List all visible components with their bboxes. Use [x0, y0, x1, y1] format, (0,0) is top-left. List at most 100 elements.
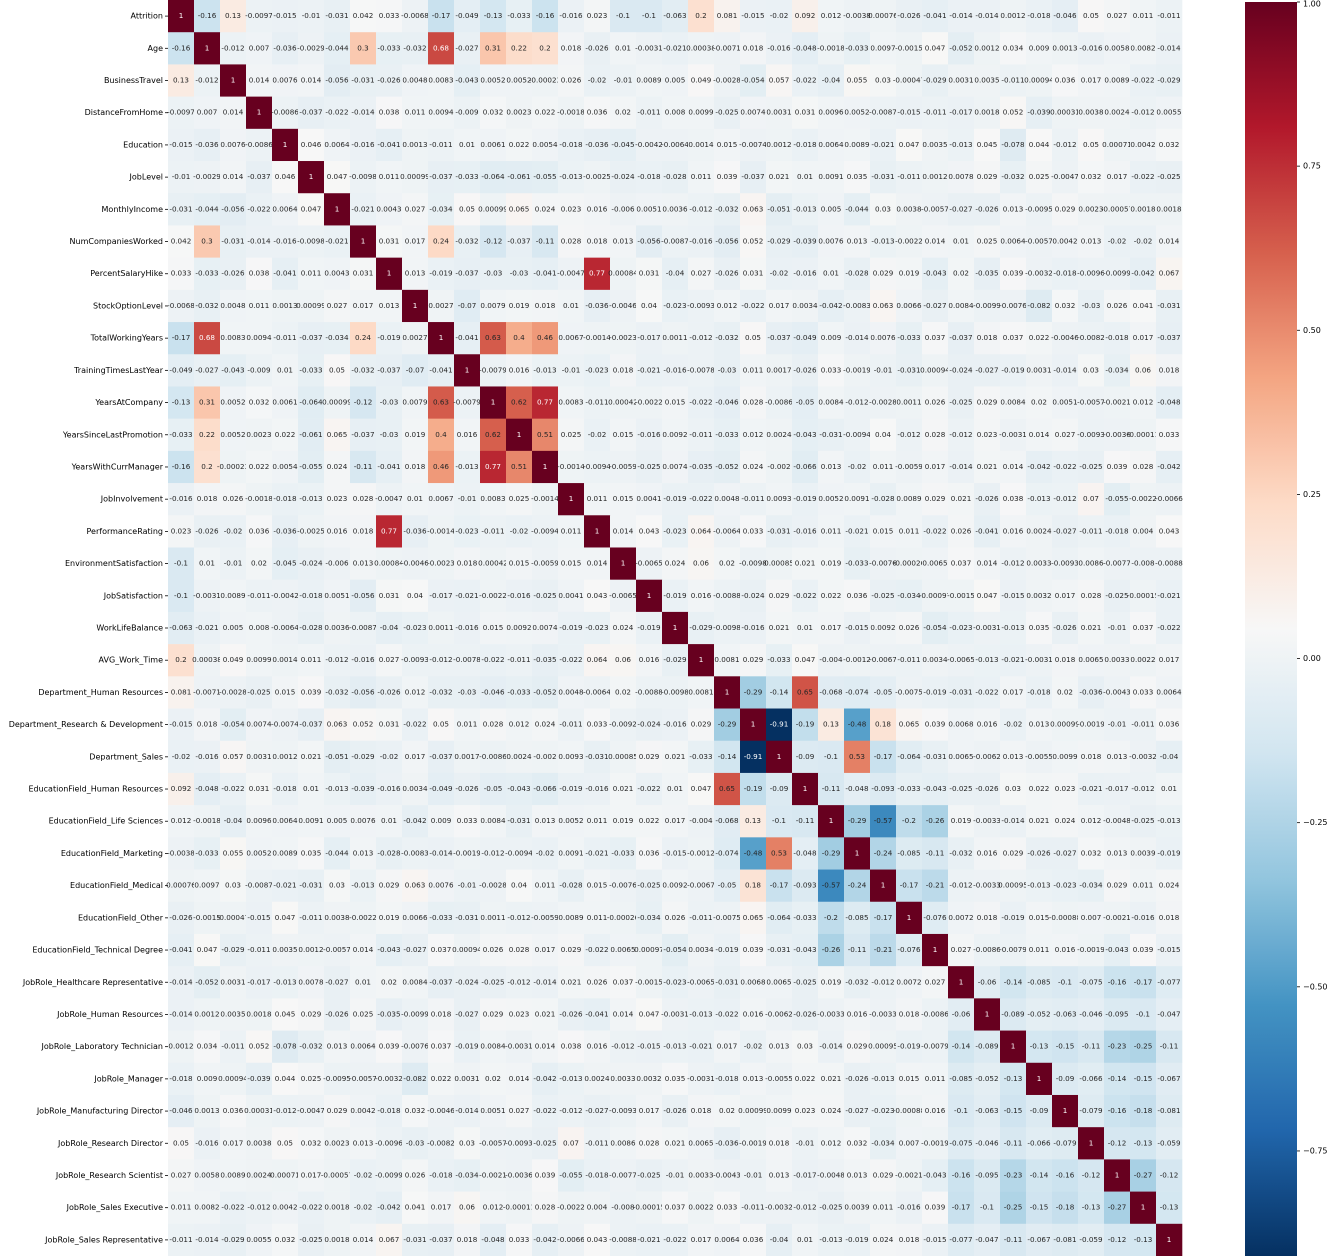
cell-value: -0.013	[1157, 816, 1180, 825]
cell-value: -0.0098	[297, 237, 325, 246]
cell-value: -0.021	[1001, 655, 1024, 664]
cell-value: -0.17	[770, 881, 789, 890]
heatmap-cell	[844, 225, 871, 258]
cell-value: -0.03	[484, 269, 503, 278]
heatmap-cell	[766, 32, 793, 65]
cell-value: -0.025	[715, 108, 738, 117]
cell-value: 0.032	[405, 1106, 426, 1115]
heatmap-cell	[922, 64, 949, 97]
cell-value: 0.0024	[1104, 108, 1130, 117]
cell-value: -0.048	[793, 43, 817, 52]
cell-value: 0.13	[823, 720, 839, 729]
heatmap-cell	[844, 161, 871, 194]
cell-value: -0.041	[429, 365, 452, 374]
cell-value: -0.019	[637, 623, 661, 632]
cell-value: -0.01	[744, 1170, 763, 1179]
cell-value: -0.0066	[1155, 494, 1183, 503]
heatmap-cell	[1078, 64, 1105, 97]
cell-value: 0.014	[353, 945, 374, 954]
cell-value: -0.014	[819, 1042, 843, 1051]
row-label: JobInvolvement	[100, 495, 163, 504]
heatmap-cell	[636, 354, 663, 387]
heatmap-cell	[272, 128, 299, 162]
cell-value: 0.017	[405, 752, 426, 761]
cell-value: -0.012	[949, 430, 972, 439]
cell-value: 0.24	[355, 333, 371, 342]
cell-value: 0.047	[925, 43, 946, 52]
heatmap-cell	[792, 289, 819, 323]
heatmap-cell	[584, 96, 611, 130]
cell-value: 0.029	[483, 1009, 504, 1018]
cell-value: 0.0064	[818, 140, 844, 149]
heatmap-cell	[818, 161, 845, 194]
cell-value: 0.0084	[948, 301, 974, 310]
heatmap-cell	[194, 354, 221, 387]
cell-value: -0.037	[741, 172, 764, 181]
cell-value: -0.07	[406, 365, 425, 374]
cell-value: -0.011	[897, 172, 920, 181]
cell-value: 0.014	[535, 1042, 556, 1051]
cell-value: -0.055	[559, 1170, 582, 1179]
cell-value: -0.0092	[609, 720, 637, 729]
cell-value: -0.0095	[323, 1074, 351, 1083]
cell-value: 0.0018	[1130, 204, 1156, 213]
cell-value: 1	[387, 269, 392, 278]
heatmap-cell	[220, 96, 247, 130]
heatmap-cell	[584, 193, 611, 226]
cell-value: -0.041	[377, 462, 400, 471]
heatmap-cell	[1104, 161, 1131, 194]
cell-value: 0.029	[977, 172, 998, 181]
heatmap-cell	[220, 225, 247, 258]
cell-value: 0.00099	[296, 301, 326, 310]
heatmap-cell	[714, 96, 741, 130]
cell-value: 0.018	[743, 43, 764, 52]
cell-value: -0.01	[666, 1170, 685, 1179]
cell-value: 0.011	[1029, 945, 1050, 954]
cell-value: -0.00011	[1127, 430, 1159, 439]
cell-value: -0.052	[533, 687, 556, 696]
cell-value: -0.16	[172, 462, 191, 471]
cell-value: 0.011	[379, 172, 400, 181]
cell-value: -0.012	[949, 881, 972, 890]
cell-value: -0.022	[663, 1235, 686, 1244]
cell-value: -0.013	[1027, 881, 1050, 890]
cell-value: -0.064	[897, 752, 921, 761]
cell-value: -0.033	[611, 848, 634, 857]
cell-value: 0.05	[459, 204, 475, 213]
cell-value: 0.045	[275, 1009, 296, 1018]
cell-value: -0.0033	[973, 816, 1001, 825]
cell-value: -0.04	[224, 816, 243, 825]
cell-value: -0.15	[1134, 1074, 1153, 1083]
cell-value: 0.026	[561, 76, 582, 85]
cell-value: 0.037	[1003, 333, 1024, 342]
cell-value: -0.025	[637, 1170, 660, 1179]
cell-value: -0.29	[848, 816, 867, 825]
cell-value: 0.013	[379, 301, 400, 310]
cell-value: 0.0093	[766, 494, 791, 503]
cell-value: 0.013	[769, 1170, 790, 1179]
cell-value: 0.081	[171, 687, 192, 696]
cell-value: -0.0014	[427, 526, 455, 535]
heatmap-cell	[610, 257, 637, 291]
heatmap-cell	[532, 257, 559, 291]
cell-value: -0.06	[952, 1009, 971, 1018]
cell-value: -0.00088	[893, 1106, 926, 1115]
cell-value: -0.0014	[583, 333, 611, 342]
cell-value: -0.022	[975, 687, 998, 696]
cell-value: -0.042	[1157, 462, 1180, 471]
cell-value: 0.023	[561, 204, 582, 213]
cell-value: 0.034	[1003, 43, 1024, 52]
cell-value: 0.0052	[480, 76, 505, 85]
cell-value: -0.012	[1131, 784, 1154, 793]
cell-value: -0.031	[1157, 301, 1180, 310]
heatmap-cell	[688, 322, 715, 355]
cell-value: -0.018	[299, 591, 323, 600]
cell-value: 0.007	[249, 43, 270, 52]
heatmap-cell	[922, 289, 949, 323]
heatmap-cell	[168, 354, 195, 387]
cell-value: 0.015	[587, 881, 608, 890]
heatmap-cell	[298, 193, 325, 226]
cell-value: 0.052	[353, 720, 374, 729]
heatmap-cell	[1052, 193, 1079, 226]
cell-value: 0.0054	[532, 140, 558, 149]
